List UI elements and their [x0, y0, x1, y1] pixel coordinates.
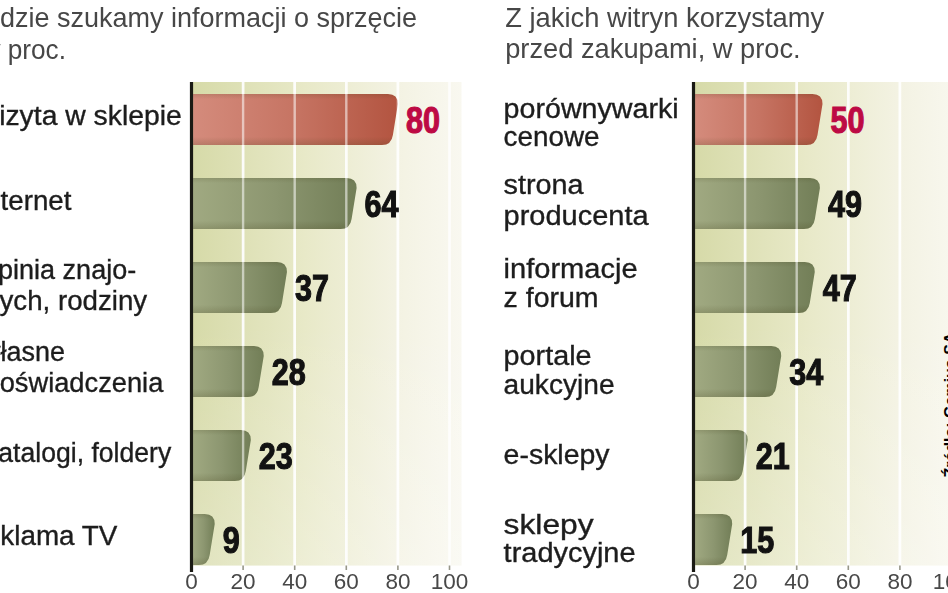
svg-text:23: 23 [259, 436, 293, 477]
svg-text:tradycyjne: tradycyjne [504, 538, 636, 568]
svg-text:Z jakich witryn korzystamy: Z jakich witryn korzystamy [505, 2, 824, 33]
svg-text:z forum: z forum [504, 283, 599, 313]
svg-text:wizyta w sklepie: wizyta w sklepie [0, 101, 182, 131]
svg-text:producenta: producenta [504, 201, 650, 231]
svg-text:47: 47 [823, 268, 857, 309]
svg-text:informacje: informacje [504, 254, 638, 284]
svg-text:100: 100 [933, 569, 948, 593]
svg-text:własne: własne [0, 337, 65, 367]
svg-text:reklama TV: reklama TV [0, 521, 117, 551]
svg-text:opinia znajo-: opinia znajo- [0, 255, 136, 285]
svg-text:60: 60 [334, 569, 359, 593]
svg-text:100: 100 [431, 569, 469, 593]
svg-text:34: 34 [789, 352, 823, 393]
svg-text:20: 20 [733, 569, 758, 593]
svg-text:60: 60 [836, 569, 861, 593]
svg-text:64: 64 [365, 184, 399, 225]
svg-text:doświadczenia: doświadczenia [0, 368, 164, 398]
svg-text:40: 40 [784, 569, 809, 593]
svg-text:sklepy: sklepy [504, 510, 595, 540]
svg-text:Gdzie szukamy informacji o spr: Gdzie szukamy informacji o sprzęcie [0, 2, 417, 33]
svg-text:49: 49 [828, 184, 862, 225]
svg-text:mych, rodziny: mych, rodziny [0, 286, 148, 316]
svg-text:cenowe: cenowe [504, 122, 600, 152]
svg-text:15: 15 [740, 520, 774, 561]
svg-text:80: 80 [887, 569, 912, 593]
svg-text:9: 9 [223, 520, 240, 561]
svg-text:strona: strona [504, 170, 585, 200]
svg-text:0: 0 [687, 569, 700, 593]
svg-text:aukcyjne: aukcyjne [504, 370, 615, 400]
svg-text:20: 20 [231, 569, 256, 593]
svg-text:e-sklepy: e-sklepy [504, 440, 611, 470]
svg-text:80: 80 [385, 569, 410, 593]
svg-text:porównywarki: porównywarki [504, 94, 679, 124]
svg-text:80: 80 [406, 100, 440, 141]
svg-text:40: 40 [282, 569, 307, 593]
svg-text:50: 50 [831, 100, 865, 141]
svg-text:0: 0 [185, 569, 198, 593]
svg-text:37: 37 [295, 268, 329, 309]
svg-text:katalogi, foldery: katalogi, foldery [0, 438, 172, 468]
svg-text:28: 28 [272, 352, 306, 393]
svg-text:Źródło: Gemius SA: Źródło: Gemius SA [941, 332, 948, 477]
svg-text:w proc.: w proc. [0, 34, 66, 65]
svg-text:21: 21 [756, 436, 790, 477]
svg-text:internet: internet [0, 186, 72, 216]
svg-text:portale: portale [504, 341, 592, 371]
svg-text:przed zakupami, w proc.: przed zakupami, w proc. [505, 33, 801, 64]
